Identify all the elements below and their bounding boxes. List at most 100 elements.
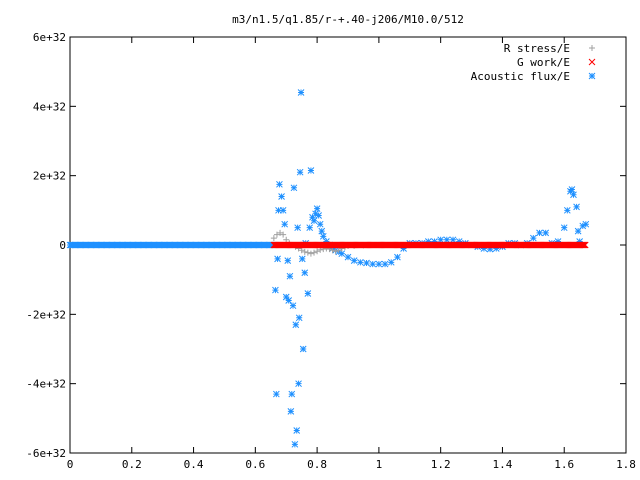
data-point xyxy=(449,236,457,244)
y-tick-label: 6e+32 xyxy=(33,31,66,44)
data-point xyxy=(338,250,346,258)
data-point xyxy=(588,72,596,80)
data-point xyxy=(486,245,494,253)
data-point xyxy=(357,258,364,266)
data-point xyxy=(589,45,595,51)
data-point xyxy=(381,260,389,268)
data-point xyxy=(277,229,284,236)
data-point xyxy=(276,180,283,188)
data-point xyxy=(335,247,342,254)
x-tick-label: 1.6 xyxy=(554,458,574,471)
y-tick-label: 4e+32 xyxy=(33,100,66,113)
x-tick-label: 0.8 xyxy=(307,458,327,471)
data-point xyxy=(307,167,315,174)
data-point xyxy=(270,235,277,242)
data-point xyxy=(554,238,562,245)
data-point xyxy=(315,212,323,219)
data-point xyxy=(400,245,407,252)
legend-label: G work/E xyxy=(517,56,570,69)
data-point xyxy=(369,260,377,268)
data-point xyxy=(282,293,290,301)
data-point xyxy=(291,440,299,448)
data-point xyxy=(480,245,488,252)
data-point xyxy=(570,191,577,199)
data-point xyxy=(272,286,279,294)
data-point xyxy=(287,408,295,415)
x-tick-label: 0.6 xyxy=(245,458,265,471)
data-point xyxy=(582,220,590,228)
data-point xyxy=(301,248,308,255)
y-tick-label: -4e+32 xyxy=(26,378,66,391)
x-tick-label: 1.2 xyxy=(431,458,451,471)
data-point xyxy=(313,205,321,212)
data-point xyxy=(332,248,339,255)
data-point xyxy=(280,231,287,238)
data-point xyxy=(292,321,300,329)
data-point xyxy=(437,236,445,244)
data-point xyxy=(431,238,438,245)
data-point xyxy=(568,186,576,193)
data-point xyxy=(588,58,596,66)
data-point xyxy=(375,260,383,268)
y-tick-label: 2e+32 xyxy=(33,170,66,183)
data-point xyxy=(455,238,463,245)
data-point xyxy=(576,238,584,245)
data-point xyxy=(363,259,370,267)
data-point xyxy=(311,249,318,256)
data-point xyxy=(443,236,451,244)
x-tick-label: 0 xyxy=(67,458,74,471)
data-point xyxy=(394,253,401,261)
data-point xyxy=(289,302,297,310)
data-point xyxy=(298,255,306,263)
data-point xyxy=(301,269,309,277)
data-point xyxy=(273,231,280,238)
legend-label: Acoustic flux/E xyxy=(471,70,570,83)
data-point xyxy=(492,245,500,252)
data-point xyxy=(323,238,330,245)
data-point xyxy=(269,241,276,249)
data-point xyxy=(329,247,336,254)
data-point xyxy=(579,222,587,230)
data-point xyxy=(319,232,327,240)
data-point xyxy=(304,249,311,256)
data-point xyxy=(286,272,294,280)
data-point xyxy=(295,380,302,388)
data-point xyxy=(275,206,282,214)
series-g-work xyxy=(270,241,589,249)
data-point xyxy=(580,241,588,249)
data-point xyxy=(281,220,289,228)
data-point xyxy=(424,238,432,245)
chart-title: m3/n1.5/q1.85/r-+.40-j206/M10.0/512 xyxy=(232,13,464,26)
data-point xyxy=(274,255,281,263)
data-point xyxy=(307,250,314,257)
data-point xyxy=(279,206,287,214)
data-point xyxy=(350,257,358,264)
data-point xyxy=(294,224,302,232)
y-tick-label: -6e+32 xyxy=(26,447,66,460)
data-point xyxy=(316,220,324,228)
data-point xyxy=(278,193,285,200)
data-point xyxy=(387,258,395,266)
data-point xyxy=(284,257,292,264)
x-tick-label: 1 xyxy=(376,458,383,471)
data-point xyxy=(579,241,587,249)
data-point xyxy=(344,253,352,261)
data-point xyxy=(574,227,582,235)
data-point xyxy=(293,427,301,434)
data-point xyxy=(306,224,314,232)
data-point xyxy=(581,241,589,249)
data-point xyxy=(529,234,537,242)
series-layer xyxy=(66,89,590,448)
x-tick-label: 1.4 xyxy=(493,458,513,471)
data-point xyxy=(310,217,318,225)
data-point xyxy=(297,89,305,96)
data-point xyxy=(312,210,319,218)
data-point xyxy=(314,248,321,255)
data-point xyxy=(298,247,305,254)
data-point xyxy=(299,345,307,353)
x-tick-label: 0.2 xyxy=(122,458,142,471)
data-point xyxy=(318,227,326,235)
data-point xyxy=(295,314,303,322)
